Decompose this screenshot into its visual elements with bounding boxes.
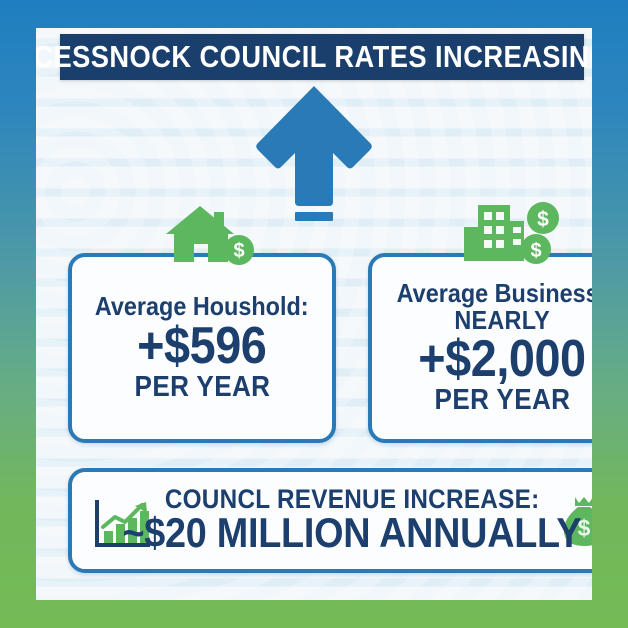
page-title-bar: CESSNOCK COUNCIL RATES INCREASING <box>36 34 592 80</box>
business-card-content: Average Business: NEARLY +$2,000 PER YEA… <box>372 257 592 439</box>
household-amount: +$596 <box>137 316 267 375</box>
svg-text:$: $ <box>578 515 591 541</box>
growth-bar-chart-icon <box>95 500 150 547</box>
business-qualifier: NEARLY <box>454 304 550 335</box>
page-title: CESSNOCK COUNCIL RATES INCREASING <box>36 39 592 74</box>
business-stat-card: $ $ Average Business: NEARLY +$2,000 PER… <box>368 202 592 443</box>
house-with-dollar-coin-icon: $ <box>166 206 254 265</box>
office-buildings-with-dollar-coins-icon: $ $ <box>464 202 559 264</box>
money-bag-icon: $ <box>563 497 592 546</box>
household-label: Average Houshold: <box>95 291 309 322</box>
revenue-amount: ~$20 MILLION ANNUALLY <box>122 508 582 556</box>
revenue-label: COUNCL REVENUE INCREASE: <box>164 484 540 515</box>
up-arrow-graphic <box>36 84 592 234</box>
revenue-stat-card: $ COUNCL REVENUE INCREASE: ~$20 MILLION … <box>68 468 592 573</box>
business-label: Average Business: <box>397 278 592 309</box>
household-card-content: Average Houshold: +$596 PER YEAR <box>72 257 332 439</box>
svg-text:$: $ <box>530 240 541 262</box>
poster-content: CESSNOCK COUNCIL RATES INCREASING $ <box>36 28 592 600</box>
poster-inner-panel: CESSNOCK COUNCIL RATES INCREASING $ <box>36 28 592 600</box>
svg-text:$: $ <box>537 208 549 231</box>
up-arrow-icon <box>256 86 372 221</box>
revenue-card-content: COUNCL REVENUE INCREASE: ~$20 MILLION AN… <box>72 472 592 569</box>
svg-text:$: $ <box>233 240 244 262</box>
business-amount: +$2,000 <box>418 330 586 389</box>
business-period: PER YEAR <box>434 384 570 417</box>
household-period: PER YEAR <box>134 370 270 403</box>
household-stat-card: $ Average Houshold: +$596 PER YEAR <box>68 206 336 443</box>
